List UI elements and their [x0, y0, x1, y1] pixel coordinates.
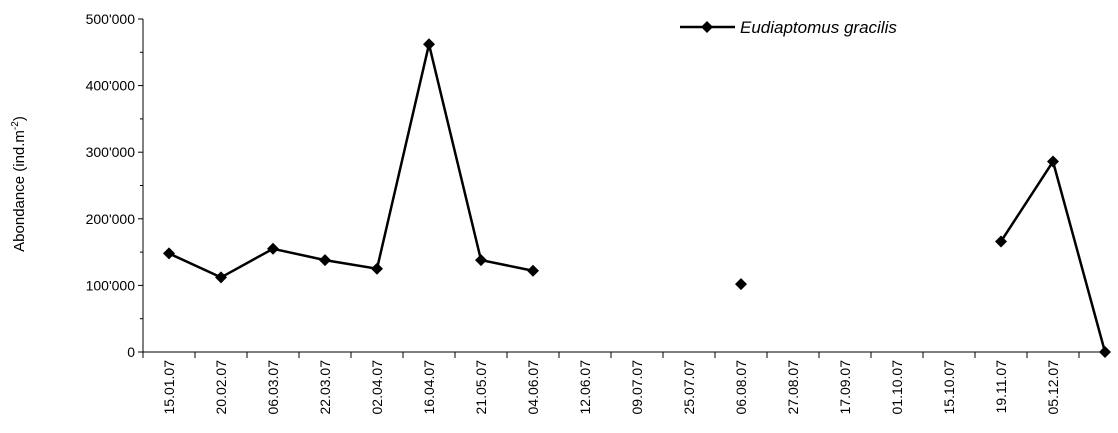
series-line	[999, 158, 1107, 353]
x-tick-label: 15.01.07	[161, 360, 177, 415]
y-tick-label: 200'000	[86, 211, 136, 227]
x-tick-label: 19.11.07	[993, 360, 1009, 414]
data-point-diamond	[319, 254, 331, 267]
y-tick-label: 0	[127, 344, 135, 360]
y-axis-title-superscript: -2	[10, 121, 21, 130]
x-tick-label: 15.10.07	[941, 360, 957, 415]
y-axis-title-close: )	[11, 116, 28, 121]
x-tick-label: 09.07.07	[629, 360, 645, 415]
x-tick-label: 27.08.07	[785, 360, 801, 415]
series-line	[168, 44, 534, 279]
legend-label: Eudiaptomus gracilis	[740, 18, 897, 37]
legend-diamond-marker	[701, 21, 713, 33]
data-point-diamond	[423, 38, 435, 51]
y-tick-label: 300'000	[86, 144, 136, 160]
x-tick-label: 01.10.07	[889, 360, 905, 415]
x-tick-label: 06.08.07	[733, 360, 749, 415]
x-axis: 15.01.07 20.02.07 06.03.07 22.03.07 02.04.07…	[142, 351, 1105, 415]
x-tick-label: 06.03.07	[265, 360, 281, 415]
x-tick-label: 05.12.07	[1045, 360, 1061, 415]
data-point-diamond	[163, 247, 175, 260]
legend: Eudiaptomus gracilis	[680, 18, 897, 37]
data-point-diamond	[475, 254, 487, 267]
y-axis-title-main: Abondance (ind.m	[11, 130, 28, 252]
x-tick-label: 02.04.07	[369, 360, 385, 415]
data-point-diamond	[215, 271, 227, 284]
series-layer	[163, 38, 1111, 358]
x-tick-label: 17.09.07	[837, 360, 853, 415]
data-point-diamond	[1099, 346, 1111, 358]
x-tick-label: 04.06.07	[525, 360, 541, 415]
y-tick-label: 100'000	[86, 277, 136, 293]
y-tick-label: 500'000	[86, 11, 136, 27]
data-point-diamond	[527, 264, 539, 277]
x-tick-label: 12.06.07	[577, 360, 593, 415]
x-tick-label: 16.04.07	[421, 360, 437, 415]
data-point-diamond	[735, 278, 747, 291]
x-tick-label: 25.07.07	[681, 360, 697, 415]
data-point-diamond	[995, 235, 1007, 248]
y-axis: 0 100'000 200'000 300'000 400'000 500'000	[86, 11, 144, 360]
data-point-diamond	[267, 242, 279, 255]
data-point-diamond	[1047, 155, 1059, 168]
x-tick-label: 21.05.07	[473, 360, 489, 415]
y-tick-label: 400'000	[86, 78, 136, 94]
data-point-diamond	[371, 262, 383, 275]
x-tick-label: 20.02.07	[213, 360, 229, 415]
y-axis-title: Abondance (ind.m-2)	[10, 116, 28, 252]
x-tick-label: 22.03.07	[317, 360, 333, 415]
